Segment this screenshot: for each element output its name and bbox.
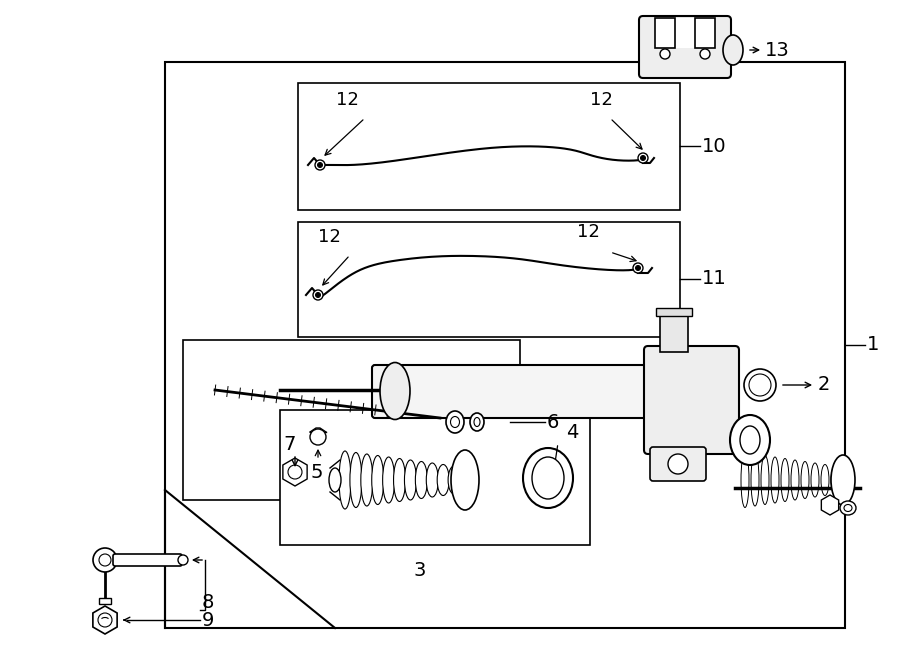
Circle shape: [633, 263, 643, 273]
Ellipse shape: [741, 453, 749, 508]
Ellipse shape: [446, 411, 464, 433]
Ellipse shape: [723, 35, 743, 65]
Text: 12: 12: [590, 91, 613, 109]
FancyBboxPatch shape: [113, 554, 182, 566]
FancyBboxPatch shape: [644, 346, 739, 454]
Ellipse shape: [372, 455, 383, 504]
FancyBboxPatch shape: [639, 16, 731, 78]
Bar: [695, 18, 715, 48]
Text: 12: 12: [318, 228, 341, 246]
Ellipse shape: [730, 415, 770, 465]
FancyBboxPatch shape: [372, 365, 658, 418]
Ellipse shape: [380, 362, 410, 420]
Circle shape: [288, 465, 302, 479]
Text: 2: 2: [818, 375, 831, 395]
Ellipse shape: [744, 369, 776, 401]
Circle shape: [98, 613, 112, 627]
Text: 6: 6: [547, 412, 560, 432]
Circle shape: [668, 454, 688, 474]
Ellipse shape: [451, 450, 479, 510]
Ellipse shape: [382, 457, 394, 503]
Circle shape: [635, 266, 641, 270]
Text: 12: 12: [336, 91, 359, 109]
Text: 11: 11: [702, 270, 727, 288]
Text: 9: 9: [202, 611, 214, 629]
Circle shape: [641, 155, 645, 161]
Ellipse shape: [751, 454, 759, 506]
Ellipse shape: [329, 468, 341, 492]
Text: 13: 13: [765, 40, 790, 59]
Ellipse shape: [339, 451, 351, 509]
Bar: [656, 308, 692, 316]
Bar: [660, 310, 688, 352]
Ellipse shape: [393, 459, 406, 502]
Ellipse shape: [523, 448, 573, 508]
Ellipse shape: [416, 461, 428, 498]
Text: 3: 3: [414, 561, 427, 580]
Circle shape: [638, 153, 648, 163]
Circle shape: [99, 554, 111, 566]
Text: 10: 10: [702, 137, 726, 155]
Bar: [663, 18, 707, 48]
Bar: [183, 340, 520, 500]
Bar: [298, 222, 680, 337]
Ellipse shape: [791, 460, 799, 500]
Ellipse shape: [831, 455, 855, 505]
Ellipse shape: [361, 454, 373, 506]
Ellipse shape: [811, 463, 819, 497]
Text: 7: 7: [283, 434, 295, 453]
Ellipse shape: [532, 457, 564, 499]
Bar: [165, 62, 845, 628]
Circle shape: [93, 548, 117, 572]
Ellipse shape: [350, 453, 362, 508]
Circle shape: [660, 49, 670, 59]
Ellipse shape: [821, 465, 829, 496]
Text: 1: 1: [867, 336, 879, 354]
Ellipse shape: [749, 374, 771, 396]
Text: 4: 4: [566, 424, 579, 442]
Circle shape: [700, 49, 710, 59]
Circle shape: [316, 293, 320, 297]
Ellipse shape: [831, 466, 839, 494]
Ellipse shape: [844, 504, 852, 512]
Ellipse shape: [781, 459, 789, 502]
Ellipse shape: [801, 461, 809, 498]
Ellipse shape: [404, 460, 417, 500]
Circle shape: [313, 290, 323, 300]
Ellipse shape: [437, 465, 449, 496]
Ellipse shape: [840, 501, 856, 515]
Ellipse shape: [448, 466, 460, 494]
Circle shape: [178, 555, 188, 565]
Bar: [99, 598, 111, 604]
Circle shape: [315, 160, 325, 170]
Text: 8: 8: [202, 592, 214, 611]
Ellipse shape: [470, 413, 484, 431]
Text: 12: 12: [577, 223, 600, 241]
Circle shape: [318, 163, 322, 167]
Circle shape: [310, 429, 326, 445]
Ellipse shape: [474, 418, 480, 426]
Ellipse shape: [761, 455, 769, 504]
Ellipse shape: [771, 457, 779, 503]
Ellipse shape: [740, 426, 760, 454]
Bar: [655, 18, 675, 48]
Bar: [280, 410, 590, 545]
Text: 5: 5: [310, 463, 322, 481]
FancyBboxPatch shape: [650, 447, 706, 481]
Ellipse shape: [427, 463, 438, 497]
Ellipse shape: [451, 416, 460, 428]
Bar: [298, 83, 680, 210]
